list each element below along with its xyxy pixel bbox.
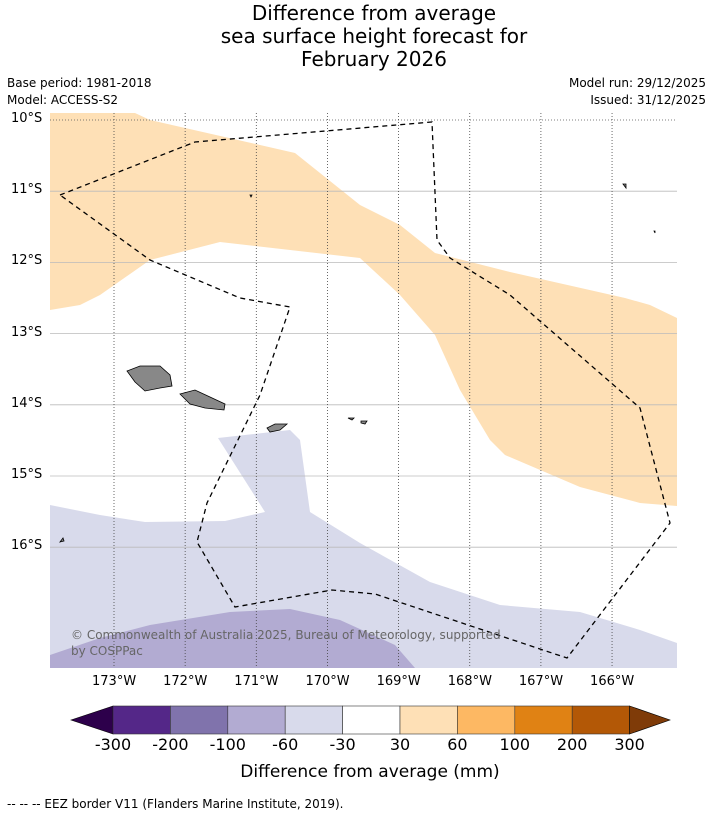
colorbar-tick-label: -60 [272,735,299,754]
longitude-label: 167°W [518,674,564,689]
issued-date: Issued: 31/12/2025 [590,93,706,107]
latitude-label: 13°S [11,324,43,340]
colorbar-min-extend [70,705,114,735]
base-period: Base period: 1981-2018 [7,76,152,90]
colorbar-swatch [227,705,286,735]
longitude-label: 173°W [92,674,137,689]
negative-anomaly-region [50,430,677,668]
colorbar [70,705,671,735]
colorbar-tick-label: 100 [499,735,531,754]
colorbar-swatch [571,705,630,735]
latitude-label: 12°S [11,253,43,269]
colorbar-swatch [342,705,401,735]
model-name: Model: ACCESS-S2 [7,93,119,107]
eez-legend-note: -- -- -- EEZ border V11 (Flanders Marine… [7,797,344,811]
island-savaii [126,365,173,392]
colorbar-swatch [399,705,458,735]
island-tutuila [266,423,289,433]
colorbar-swatch [170,705,229,735]
longitude-label: 170°W [305,674,350,689]
colorbar-tick-label: 300 [614,735,645,754]
graticule [50,113,677,668]
latitude-label: 11°S [11,182,43,198]
latitude-label: 14°S [11,395,43,411]
colorbar-swatch [112,705,171,735]
longitude-label: 166°W [590,674,635,689]
colorbar-swatch [457,705,516,735]
title-line-2: sea surface height forecast for [220,24,528,48]
copyright-notice: © Commonwealth of Australia 2025, Bureau… [71,628,501,658]
positive-anomaly-region [50,113,677,506]
title-line-3: February 2026 [301,47,447,71]
colorbar-tick-label: 60 [447,735,468,754]
colorbar-label: Difference from average (mm) [240,762,500,782]
longitude-label: 172°W [163,674,208,689]
model-run: Model run: 29/12/2025 [568,76,706,90]
colorbar-tick-label: -100 [209,735,246,754]
strong-negative-anomaly-region [50,609,415,668]
colorbar-tick-label: -300 [94,735,132,754]
colorbar-swatch [514,705,573,735]
longitude-label: 169°W [376,674,421,689]
colorbar-tick-label: 200 [556,735,588,754]
longitude-label: 171°W [234,674,279,689]
islands [59,183,656,543]
colorbar-max-extend [629,705,671,735]
colorbar-tick-label: -30 [329,735,356,754]
latitude-label: 10°S [11,111,43,126]
latitude-label: 15°S [11,467,43,482]
title-line-1: Difference from average [251,1,497,25]
colorbar-tick-label: -200 [152,735,189,754]
colorbar-swatch [284,705,343,735]
latitude-label: 16°S [11,538,43,554]
island-upolu [179,389,226,411]
longitude-label: 168°W [447,674,492,689]
colorbar-tick-label: 30 [389,735,411,754]
